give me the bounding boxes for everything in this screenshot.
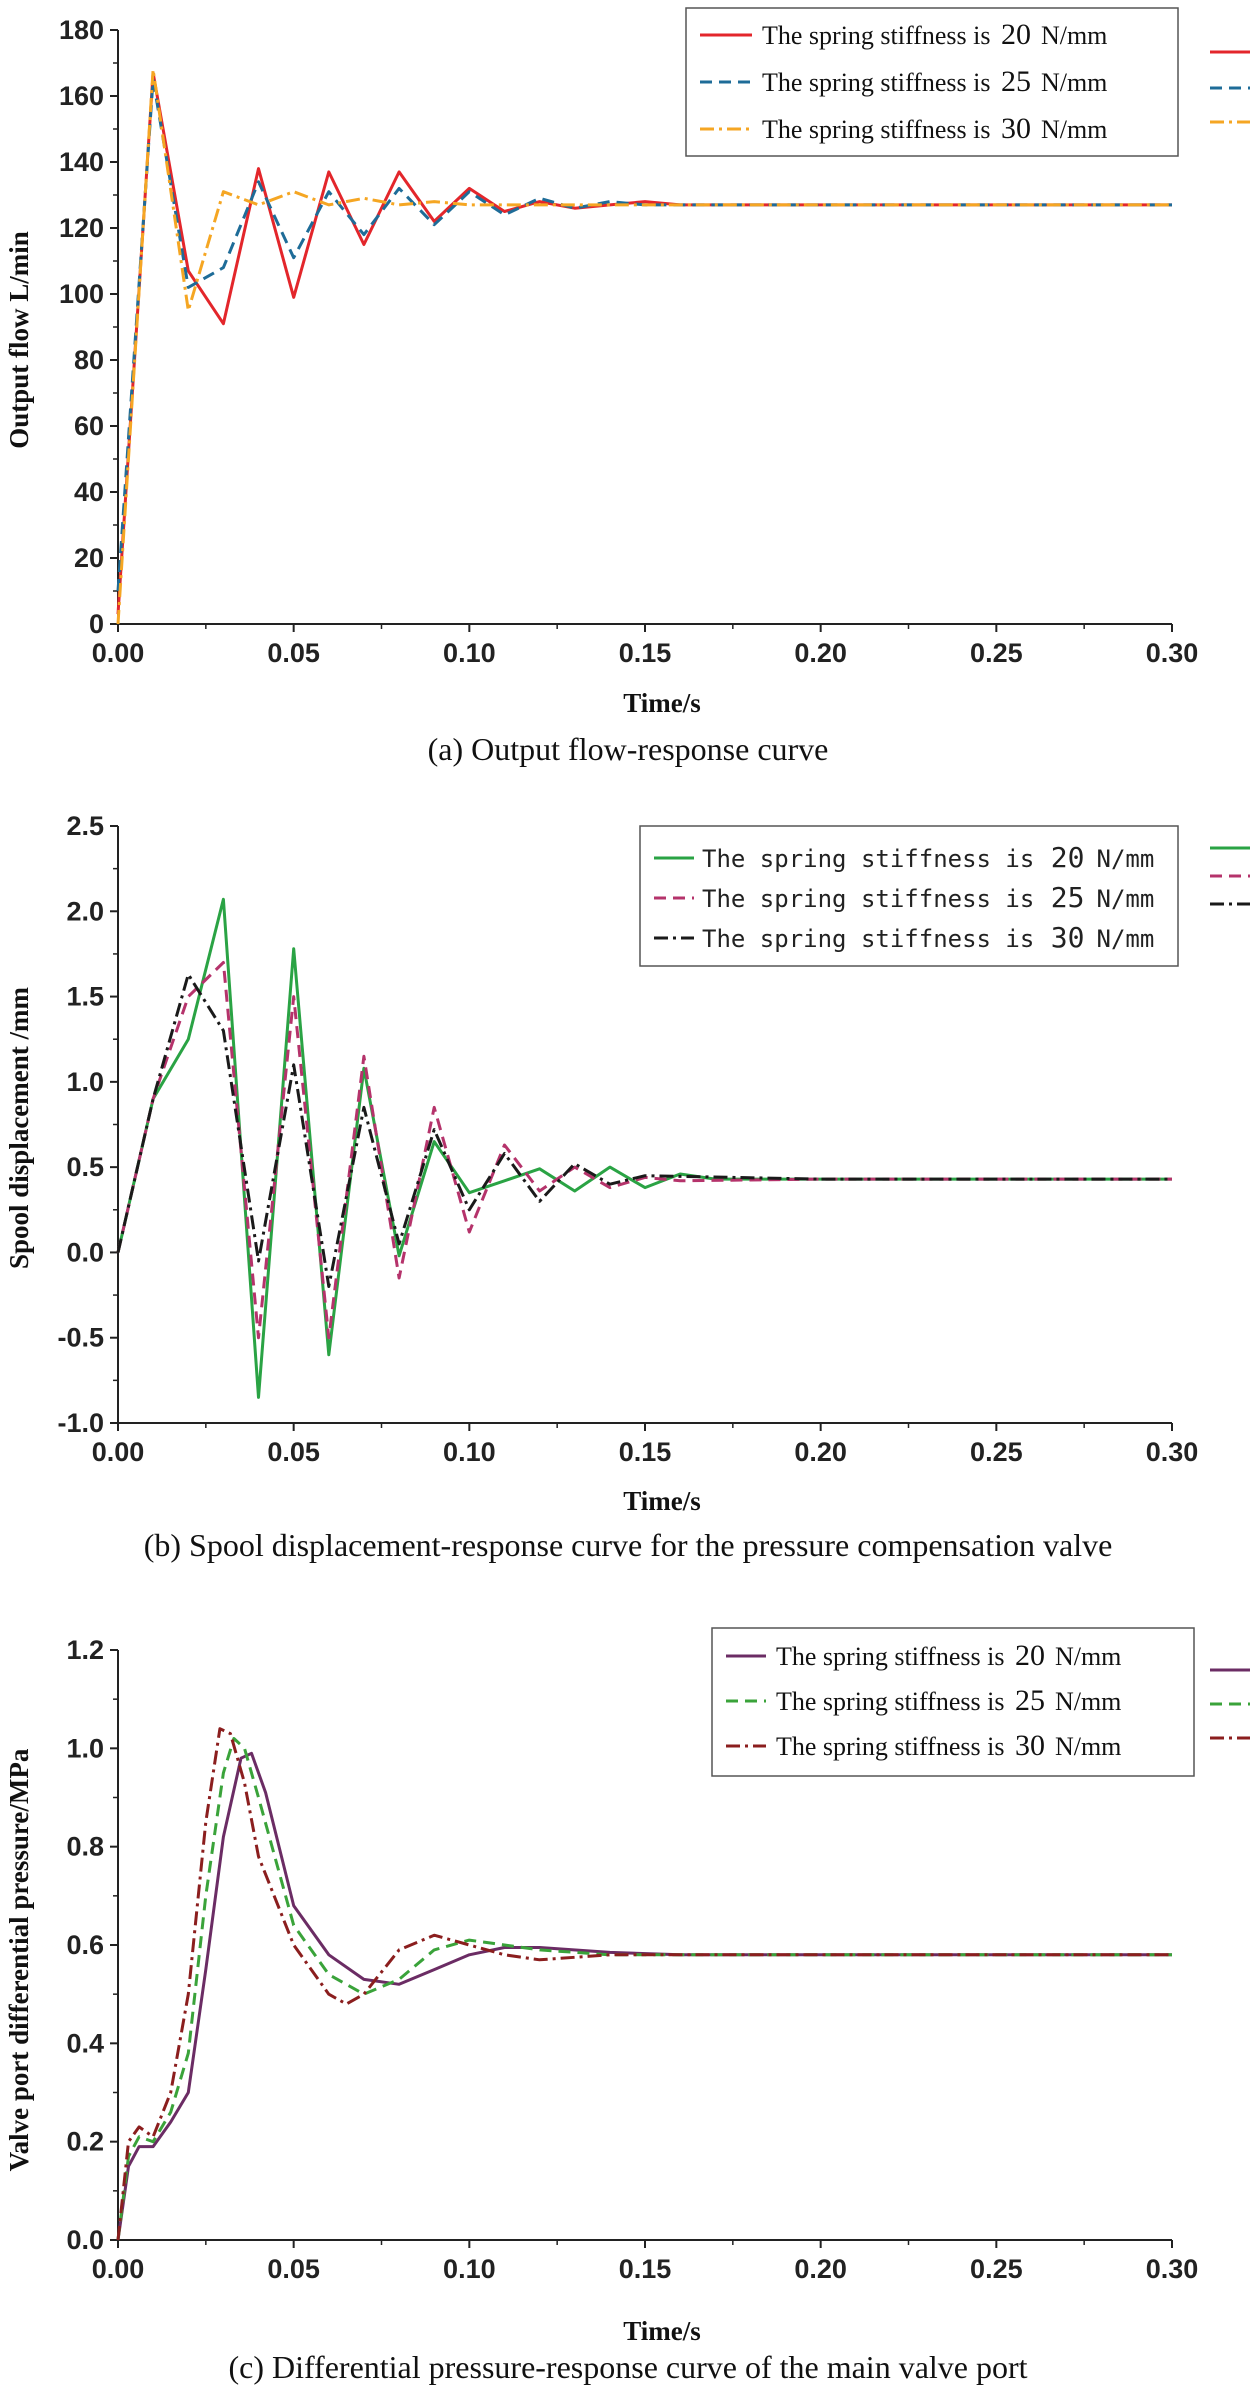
legend-b: The spring stiffness is 20 N/mm The sprin… bbox=[639, 825, 1250, 967]
series-line-b-1 bbox=[116, 961, 1172, 1340]
x-axis-title-a: Time/s bbox=[623, 688, 701, 718]
x-tick-label-b-0: 0.00 bbox=[92, 1437, 145, 1467]
x-tick-label-a-1: 0.05 bbox=[267, 638, 320, 668]
x-axis-title-b: Time/s bbox=[623, 1486, 701, 1516]
x-tick-label-c-2: 0.10 bbox=[443, 2254, 496, 2284]
y-tick-label-b-5: 1.5 bbox=[66, 982, 104, 1012]
caption-b: (b) Spool displacement-response curve fo… bbox=[144, 1527, 1113, 1563]
series-line-b-2 bbox=[116, 972, 1172, 1288]
series-line-b-0 bbox=[116, 897, 1172, 1399]
y-tick-label-b-6: 2.0 bbox=[66, 896, 104, 926]
legend-a: The spring stiffness is 20 N/mm The sprin… bbox=[685, 7, 1250, 157]
y-tick-label-a-4: 80 bbox=[74, 345, 104, 375]
x-tick-label-a-5: 0.25 bbox=[970, 638, 1023, 668]
y-tick-label-b-1: -0.5 bbox=[57, 1323, 104, 1353]
legend-a-label-0: The spring stiffness is 20 N/mm bbox=[762, 18, 1107, 51]
y-axis-title-b: Spool displacement /mm bbox=[4, 986, 34, 1269]
y-tick-label-a-9: 180 bbox=[59, 15, 104, 45]
x-tick-label-c-4: 0.20 bbox=[794, 2254, 847, 2284]
x-tick-label-a-2: 0.10 bbox=[443, 638, 496, 668]
x-tick-label-a-3: 0.15 bbox=[619, 638, 672, 668]
y-tick-label-c-3: 0.6 bbox=[66, 1930, 104, 1960]
legend-b-label-1: The spring stiffness is 25 N/mm bbox=[702, 881, 1154, 914]
series-line-c-2 bbox=[116, 1727, 1172, 2241]
y-tick-label-c-6: 1.2 bbox=[66, 1635, 104, 1665]
x-tick-label-b-2: 0.10 bbox=[443, 1437, 496, 1467]
y-tick-label-a-8: 160 bbox=[59, 81, 104, 111]
legend-c-label-0: The spring stiffness is 20 N/mm bbox=[776, 1639, 1121, 1672]
y-tick-label-c-2: 0.4 bbox=[66, 2028, 104, 2058]
legend-a-label-2: The spring stiffness is 30 N/mm bbox=[762, 112, 1107, 145]
legend-c-box bbox=[711, 1627, 1195, 1777]
x-tick-label-b-1: 0.05 bbox=[267, 1437, 320, 1467]
x-tick-label-c-0: 0.00 bbox=[92, 2254, 145, 2284]
y-tick-label-c-5: 1.0 bbox=[66, 1733, 104, 1763]
y-tick-label-a-5: 100 bbox=[59, 279, 104, 309]
y-tick-label-a-1: 20 bbox=[74, 543, 104, 573]
panel-b: -1.0 -0.5 0.0 0.5 1.0 1.5 2.0 2.5 0.00 0.05 0.10 0.… bbox=[4, 811, 1250, 1563]
plot-area-a: 0 20 40 60 80 100 120 140 160 180 0.00 0.05 0.10 0.15… bbox=[59, 15, 1198, 668]
legend-b-label-0: The spring stiffness is 20 N/mm bbox=[702, 841, 1154, 874]
legend-a-label-1: The spring stiffness is 25 N/mm bbox=[762, 65, 1107, 98]
y-tick-label-b-4: 1.0 bbox=[66, 1067, 104, 1097]
series-line-a-2 bbox=[116, 68, 1172, 625]
legend-b-box bbox=[639, 825, 1179, 967]
y-tick-label-b-0: -1.0 bbox=[57, 1408, 104, 1438]
plot-area-b: -1.0 -0.5 0.0 0.5 1.0 1.5 2.0 2.5 0.00 0.05 0.10 0.… bbox=[57, 811, 1198, 1467]
caption-a: (a) Output flow-response curve bbox=[428, 731, 829, 767]
plot-area-c: 0.0 0.2 0.4 0.6 0.8 1.0 1.2 0.00 0.05 0.10 0.15 0.2… bbox=[66, 1635, 1198, 2284]
x-axis-title-c: Time/s bbox=[623, 2316, 701, 2346]
x-tick-label-c-5: 0.25 bbox=[970, 2254, 1023, 2284]
x-tick-label-a-0: 0.00 bbox=[92, 638, 145, 668]
legend-a-box bbox=[685, 7, 1179, 157]
x-tick-label-a-6: 0.30 bbox=[1146, 638, 1199, 668]
y-tick-label-a-7: 140 bbox=[59, 147, 104, 177]
x-tick-label-b-5: 0.25 bbox=[970, 1437, 1023, 1467]
y-tick-label-c-4: 0.8 bbox=[66, 1832, 104, 1862]
caption-c: (c) Differential pressure-response curve… bbox=[228, 2349, 1027, 2385]
y-tick-label-b-7: 2.5 bbox=[66, 811, 104, 841]
x-tick-label-c-1: 0.05 bbox=[267, 2254, 320, 2284]
y-tick-label-b-2: 0.0 bbox=[66, 1237, 104, 1267]
series-line-c-0 bbox=[116, 1751, 1172, 2241]
x-tick-label-a-4: 0.20 bbox=[794, 638, 847, 668]
legend-c: The spring stiffness is 20 N/mm The sprin… bbox=[711, 1627, 1250, 1777]
y-tick-label-a-6: 120 bbox=[59, 213, 104, 243]
y-tick-label-a-0: 0 bbox=[89, 609, 104, 639]
y-tick-label-b-3: 0.5 bbox=[66, 1152, 104, 1182]
y-axis-title-a: Output flow L/min bbox=[4, 231, 34, 449]
legend-c-label-1: The spring stiffness is 25 N/mm bbox=[776, 1684, 1121, 1717]
x-tick-label-c-3: 0.15 bbox=[619, 2254, 672, 2284]
series-line-c-1 bbox=[116, 1737, 1172, 2241]
x-tick-label-b-6: 0.30 bbox=[1146, 1437, 1199, 1467]
x-tick-label-b-4: 0.20 bbox=[794, 1437, 847, 1467]
y-tick-label-a-3: 60 bbox=[74, 411, 104, 441]
y-tick-label-c-0: 0.0 bbox=[66, 2225, 104, 2255]
x-tick-label-b-3: 0.15 bbox=[619, 1437, 672, 1467]
y-tick-label-c-1: 0.2 bbox=[66, 2127, 104, 2157]
y-axis-title-c: Valve port differential pressure/MPa bbox=[4, 1748, 34, 2171]
legend-b-label-2: The spring stiffness is 30 N/mm bbox=[702, 921, 1154, 954]
y-tick-label-a-2: 40 bbox=[74, 477, 104, 507]
panel-a: 0 20 40 60 80 100 120 140 160 180 0.00 0.05 0.10 0.15… bbox=[4, 7, 1250, 767]
x-tick-label-c-6: 0.30 bbox=[1146, 2254, 1199, 2284]
panel-c: 0.0 0.2 0.4 0.6 0.8 1.0 1.2 0.00 0.05 0.10 0.15 0.2… bbox=[4, 1627, 1250, 2385]
legend-c-label-2: The spring stiffness is 30 N/mm bbox=[776, 1729, 1121, 1762]
